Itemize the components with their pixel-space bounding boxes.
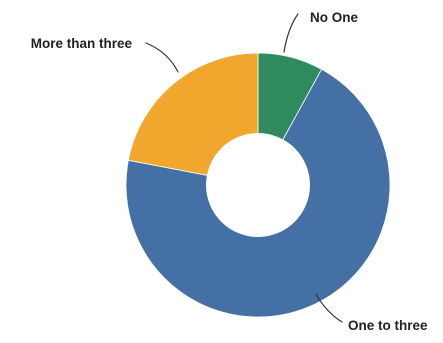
leader-line-one-to-three	[315, 293, 343, 323]
leader-line-more-than-three	[145, 42, 179, 73]
label-one-to-three: One to three	[348, 318, 428, 333]
donut-hole	[206, 133, 310, 237]
label-more-than-three: More than three	[31, 36, 133, 51]
leader-line-no-one	[283, 13, 299, 53]
label-no-one: No One	[310, 10, 358, 25]
